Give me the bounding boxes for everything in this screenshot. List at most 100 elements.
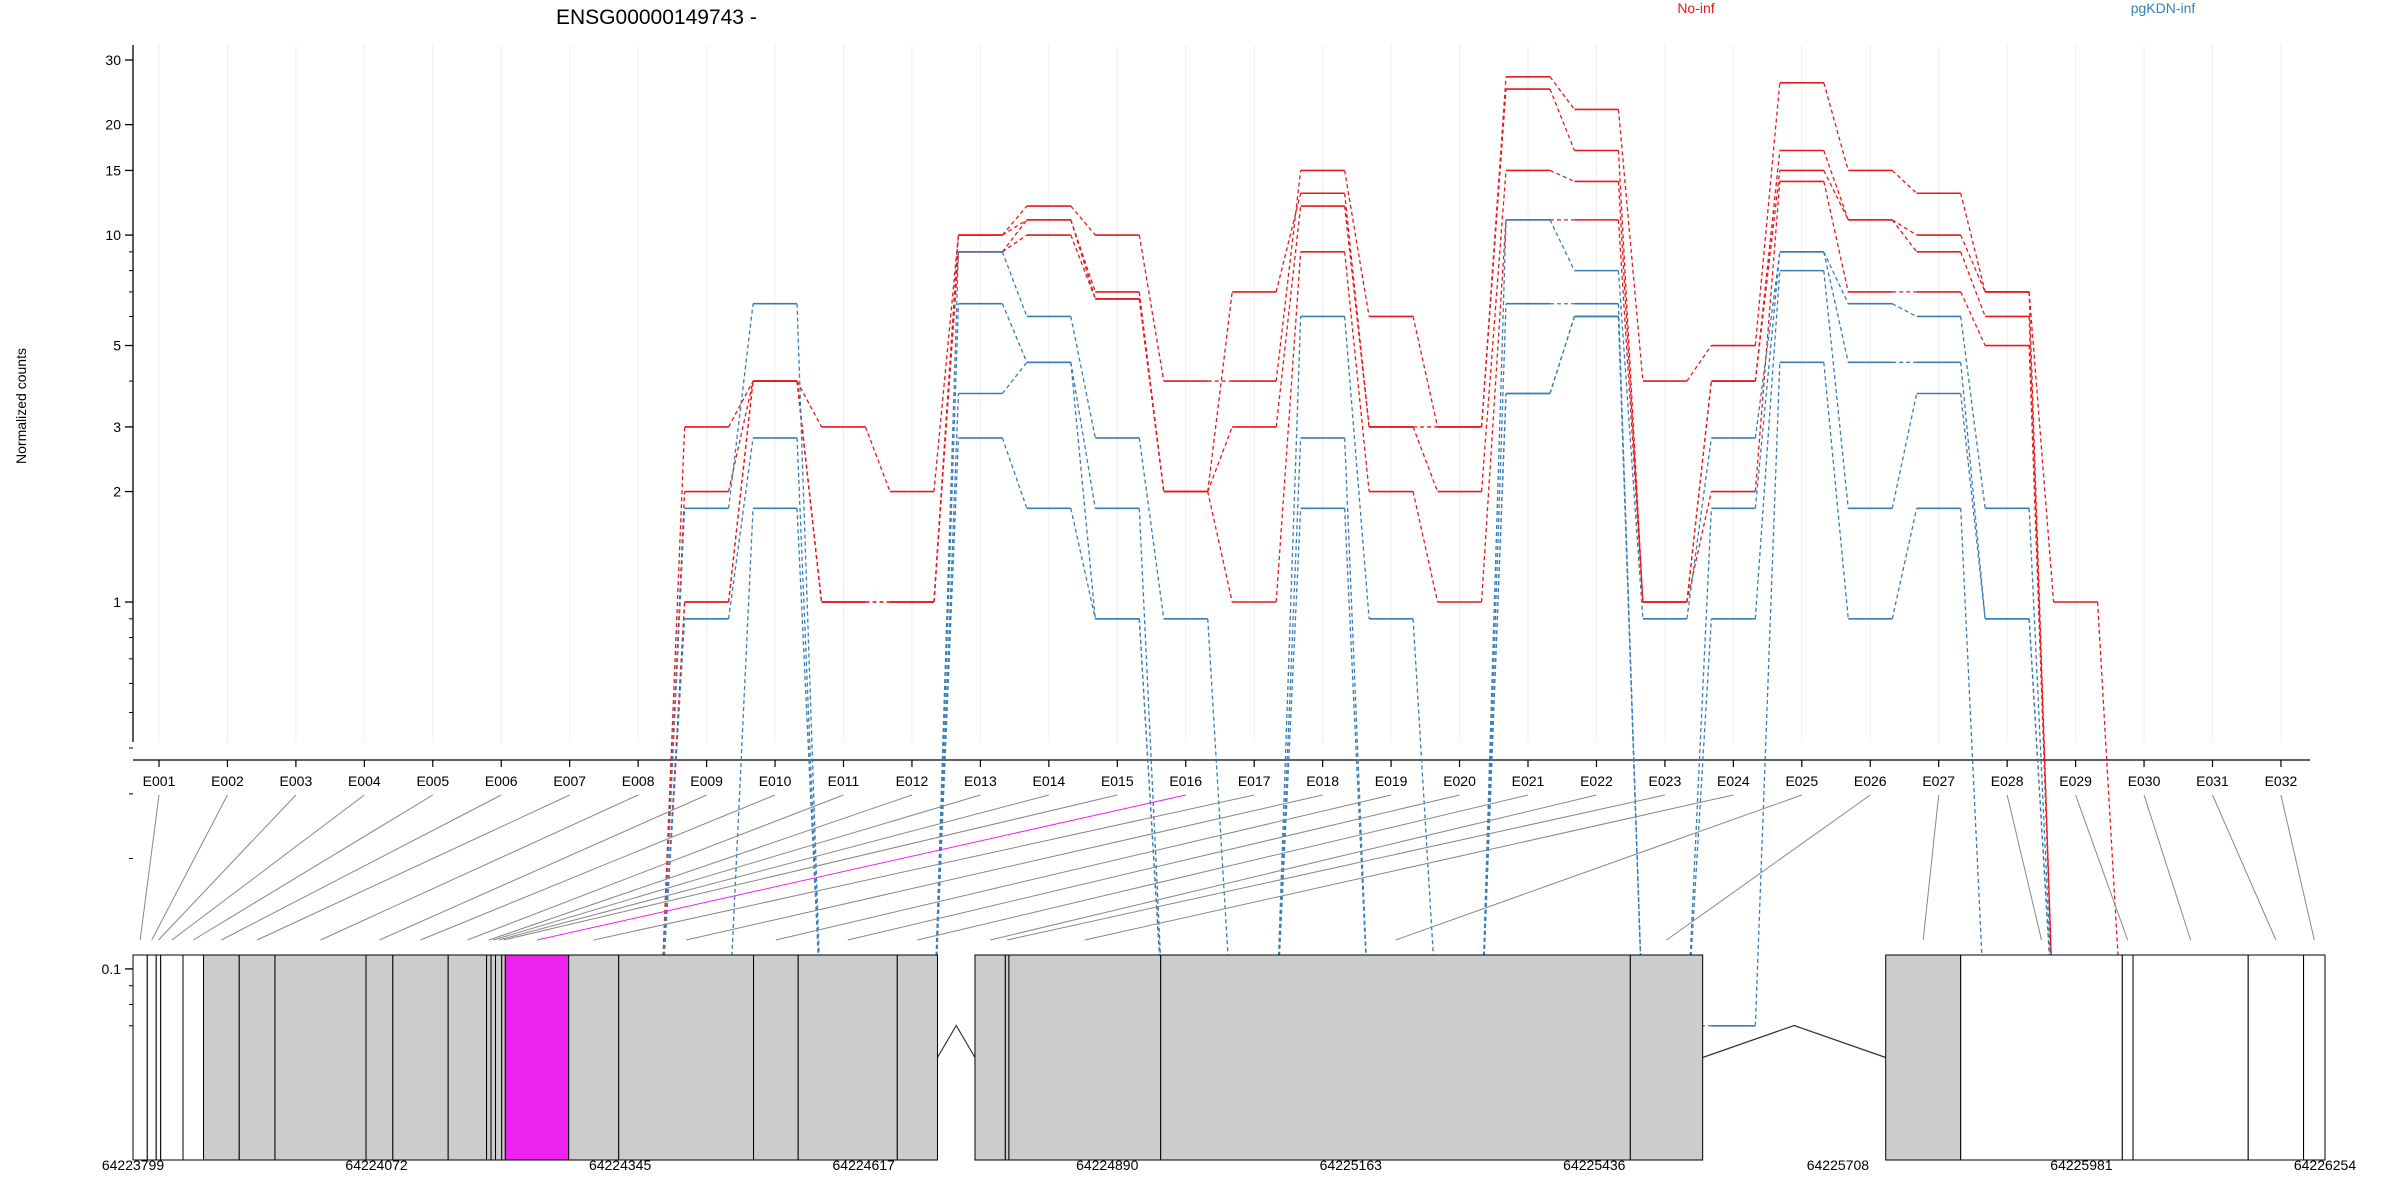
series-transition xyxy=(2028,291,2055,603)
exon-E032 xyxy=(2303,954,2326,1161)
series-transition xyxy=(727,381,754,603)
series-transition xyxy=(2028,291,2055,1026)
series-transition xyxy=(1207,426,1233,492)
exon-E031 xyxy=(2247,954,2305,1161)
series-transition xyxy=(796,381,823,603)
series-transition xyxy=(1960,316,1986,509)
series-transition xyxy=(1275,508,1302,1026)
series-transition xyxy=(1686,381,1712,603)
gene-model xyxy=(132,954,2326,1161)
x-tick-label: E005 xyxy=(416,773,449,789)
series-transition xyxy=(1001,205,1028,236)
connector-E021 xyxy=(917,794,1529,941)
series-transition xyxy=(1070,362,1096,509)
connector-E029 xyxy=(2075,794,2129,941)
y-tick-label: 0.1 xyxy=(102,961,122,977)
series-transition xyxy=(1891,508,1918,619)
exon-E008 xyxy=(274,954,367,1161)
series-transition xyxy=(1823,251,1849,304)
connector-E013 xyxy=(493,794,981,941)
series-transition xyxy=(659,508,686,1026)
connector-E010 xyxy=(420,794,776,941)
exon-E021 xyxy=(896,954,938,1161)
exon-E001 xyxy=(132,954,148,1161)
series-transition xyxy=(1070,219,1096,293)
x-tick-label: E019 xyxy=(1375,773,1408,789)
series-transition xyxy=(1480,170,1507,492)
y-tick-label: 20 xyxy=(105,117,121,133)
exon-E005 xyxy=(182,954,205,1161)
x-tick-label: E029 xyxy=(2059,773,2092,789)
connector-E027 xyxy=(1922,794,1940,941)
series-transition xyxy=(796,437,823,1026)
exon-E025 xyxy=(1160,954,1631,1161)
coordinate-label: 64225708 xyxy=(1807,1157,1870,1173)
x-tick-label: E001 xyxy=(143,773,176,789)
connector-E019 xyxy=(775,794,1392,941)
series-transition xyxy=(1549,88,1576,151)
y-tick-label: 30 xyxy=(105,52,121,68)
series-transition xyxy=(1001,361,1028,394)
series-transition xyxy=(1480,393,1507,1026)
connector-E005 xyxy=(193,794,434,941)
connector-E008 xyxy=(320,794,639,941)
exon-E026 xyxy=(1629,954,1704,1161)
x-tick-label: E020 xyxy=(1443,773,1476,789)
x-tick-label: E014 xyxy=(1032,773,1065,789)
y-tick-label: 5 xyxy=(113,338,121,354)
x-tick-label: E016 xyxy=(1169,773,1202,789)
series-transition xyxy=(1754,82,1781,346)
series-transition xyxy=(2028,345,2055,1026)
coordinate-label: 64225981 xyxy=(2050,1157,2113,1173)
legend-no-inf: No-inf xyxy=(1677,0,1714,16)
exon-E029 xyxy=(2121,954,2134,1161)
series-transition xyxy=(796,381,823,603)
series-transition xyxy=(1070,508,1096,619)
x-tick-label: E022 xyxy=(1580,773,1613,789)
series-transition xyxy=(1070,316,1096,439)
series-transition xyxy=(1754,362,1781,1026)
series-transition xyxy=(1617,316,1644,1026)
series-transition xyxy=(1960,393,1986,619)
exon-E002 xyxy=(146,954,157,1161)
series-transition xyxy=(1754,251,1781,439)
series-transition xyxy=(1275,316,1302,1026)
connector-E011 xyxy=(467,794,844,941)
x-tick-label: E008 xyxy=(622,773,655,789)
connector-E023 xyxy=(1007,794,1666,941)
exon-E014 xyxy=(495,954,503,1161)
series-transition xyxy=(1412,426,1439,492)
series-transition xyxy=(1480,89,1507,427)
x-tick-label: E024 xyxy=(1717,773,1750,789)
series-transition xyxy=(728,380,754,428)
exon-E006 xyxy=(203,954,240,1161)
connector-E024 xyxy=(1084,794,1734,941)
series-transition xyxy=(1070,219,1096,300)
series-transition xyxy=(1960,362,1986,619)
series-transition xyxy=(796,508,823,1026)
series-transition xyxy=(1823,82,1849,171)
x-axis: E001 E002 E003 E004 E005 E006 E007 E008 E009 E010… xyxy=(133,759,2310,789)
x-tick-label: E006 xyxy=(485,773,518,789)
series-transition xyxy=(864,426,891,492)
x-tick-label: E004 xyxy=(348,773,381,789)
series-transition xyxy=(659,426,686,1026)
series-transition xyxy=(1344,170,1370,317)
series-lines xyxy=(137,75,2303,1027)
connector-E026 xyxy=(1666,794,1871,941)
connector-E014 xyxy=(498,794,1049,941)
series-transition xyxy=(1002,219,1028,236)
exon-E030 xyxy=(2132,954,2249,1161)
x-tick-label: E010 xyxy=(759,773,792,789)
x-tick-label: E027 xyxy=(1922,773,1955,789)
x-tick-label: E025 xyxy=(1785,773,1818,789)
series-transition xyxy=(727,380,754,492)
exon-E007 xyxy=(238,954,276,1161)
series-transition xyxy=(1002,234,1028,253)
coordinate-label: 64224890 xyxy=(1076,1157,1139,1173)
series-transition xyxy=(1960,291,1986,346)
connector-E003 xyxy=(158,794,297,941)
connector-E006 xyxy=(221,794,502,941)
series-transition xyxy=(1823,181,1849,293)
coordinate-label: 64225163 xyxy=(1320,1157,1383,1173)
